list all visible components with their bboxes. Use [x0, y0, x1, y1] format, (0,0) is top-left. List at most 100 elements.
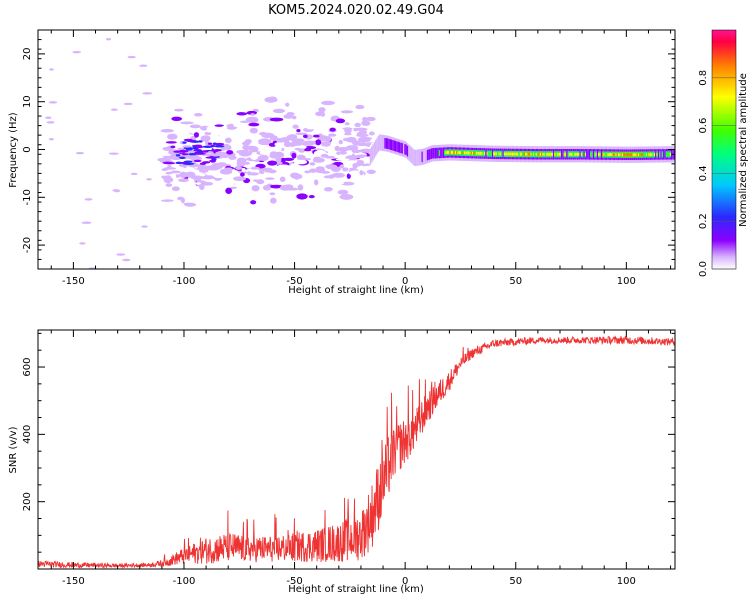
spectral-blob — [161, 199, 174, 202]
spectral-blob — [313, 134, 320, 138]
spectral-blob — [48, 131, 61, 136]
spectral-blob — [359, 170, 364, 176]
spectral-blob — [58, 225, 64, 230]
spectral-blob — [103, 98, 117, 102]
spectral-blob — [61, 64, 66, 67]
snr-xtick-label: 100 — [617, 576, 636, 587]
trace-segment — [535, 152, 539, 156]
spectral-blob — [163, 176, 174, 184]
spectral-blob — [276, 164, 291, 171]
spectral-blob — [205, 166, 213, 170]
spectral-blob — [101, 82, 109, 85]
spectral-blob — [40, 235, 54, 239]
spectral-blob — [318, 107, 326, 113]
spectral-blob — [178, 178, 189, 183]
spectral-blob — [74, 79, 86, 84]
spectral-blob — [304, 105, 312, 111]
spectral-blob — [304, 148, 312, 152]
spectral-blob — [64, 245, 71, 249]
spectral-blob — [194, 152, 206, 155]
spectral-blob — [334, 145, 340, 152]
trace-segment — [544, 152, 548, 156]
spectral-blob — [52, 183, 68, 188]
spectral-blob — [140, 187, 146, 192]
spectral-blob — [309, 168, 317, 173]
spectral-blob — [142, 53, 157, 57]
spectrogram-xlabel: Height of straight line (km) — [288, 285, 424, 296]
spectral-blob — [178, 156, 186, 160]
trace-segment — [519, 152, 523, 156]
colorbar-tick-label: 0.6 — [698, 118, 709, 134]
spectral-blob — [162, 155, 174, 159]
spectral-blob — [175, 161, 183, 165]
trace-segment — [603, 153, 606, 156]
trace-segment — [422, 148, 426, 165]
spectral-blob — [110, 237, 117, 244]
trace-segment — [406, 145, 410, 157]
spectral-blob — [98, 131, 111, 135]
spectral-blob — [142, 56, 152, 60]
spectral-blob — [200, 135, 211, 142]
trace-segment — [570, 152, 573, 156]
colorbar-ticks: 0.0 0.2 0.4 0.6 0.8 — [698, 70, 736, 277]
snr-xtick-label: -50 — [286, 576, 302, 587]
spectral-blob — [303, 145, 317, 150]
trace-segment — [485, 148, 488, 159]
spectral-blob — [356, 132, 362, 135]
trace-segment — [584, 152, 588, 156]
trace-segment — [388, 138, 391, 150]
trace-segment — [621, 153, 625, 157]
trace-segment — [469, 151, 472, 155]
spectral-blob — [112, 241, 118, 246]
trace-segment — [538, 152, 541, 156]
spectral-blob — [163, 167, 177, 170]
snr-ylabel: SNR (v/v) — [8, 426, 19, 473]
trace-segment — [495, 152, 499, 156]
trace-segment — [506, 152, 509, 156]
spectral-blob — [293, 159, 308, 165]
spectral-blob — [135, 78, 152, 82]
trace-segment — [576, 152, 580, 156]
trace-segment — [384, 138, 387, 149]
spectral-blob — [296, 193, 308, 200]
spectral-blob — [259, 192, 267, 196]
spectral-blob — [38, 30, 50, 35]
spectral-blob — [138, 215, 151, 219]
spectral-blob — [135, 75, 148, 78]
trace-segment — [393, 140, 397, 152]
spectral-blob — [89, 209, 98, 215]
spectral-blob — [54, 141, 70, 144]
spectral-blob — [245, 169, 253, 173]
trace-segment — [433, 147, 436, 159]
trace-segment — [369, 148, 373, 165]
spectral-blob — [302, 134, 308, 138]
spectral-blob — [89, 104, 100, 108]
spectral-blob — [285, 102, 290, 107]
spectral-blob — [264, 96, 278, 103]
spectral-blob — [132, 52, 146, 57]
spectral-blob — [323, 187, 333, 192]
trace-segment — [503, 152, 507, 156]
trace-segment — [588, 149, 592, 160]
spectral-blob — [80, 114, 85, 119]
spectrogram-ylabel: Frequency (Hz) — [8, 112, 19, 188]
spectral-blob — [99, 135, 110, 138]
trace-segment — [429, 148, 432, 160]
spectral-blob — [173, 108, 184, 112]
trace-segment — [602, 153, 605, 156]
spectral-blob — [82, 57, 88, 62]
spectral-blob — [65, 44, 81, 49]
spectral-blob — [325, 164, 338, 170]
trace-segment — [523, 152, 527, 156]
snr-ytick-label: 200 — [22, 492, 33, 511]
trace-segment — [383, 134, 386, 152]
spectral-blob — [53, 100, 68, 105]
trace-segment — [556, 152, 560, 156]
spectral-blob — [64, 232, 74, 237]
trace-segment — [629, 153, 633, 157]
spectral-blob — [124, 104, 130, 108]
colorbar-tick-label: 0.0 — [698, 261, 709, 277]
spectral-blob — [244, 139, 252, 144]
trace-segment — [465, 151, 468, 155]
trace-segment — [631, 153, 634, 157]
